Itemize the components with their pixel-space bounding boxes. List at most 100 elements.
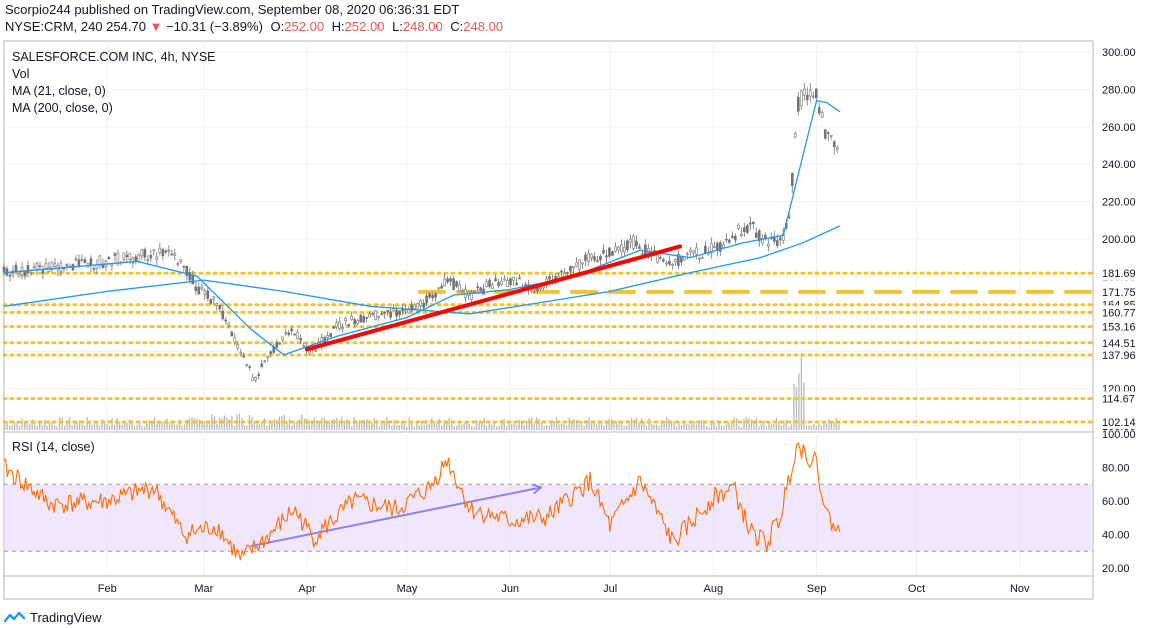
volume-bar (783, 420, 785, 430)
volume-bar (605, 423, 608, 430)
candle-body (560, 270, 563, 273)
candle-body (814, 88, 818, 99)
candle-body (701, 257, 704, 259)
volume-bar (823, 422, 825, 430)
legend-ma200[interactable]: MA (200, close, 0) (12, 101, 113, 115)
candle-body (134, 256, 138, 261)
volume-bar (648, 418, 650, 430)
legend-rsi[interactable]: RSI (14, close) (12, 440, 95, 454)
volume-bar (353, 417, 355, 430)
volume-bar (483, 417, 485, 430)
volume-bar (523, 424, 525, 430)
volume-bar (675, 426, 678, 430)
volume-bar (361, 423, 363, 430)
candle-body (458, 284, 461, 292)
candle-body (329, 333, 333, 337)
rsi-tick-label: 60.00 (1102, 496, 1130, 508)
candle-body (131, 257, 135, 264)
volume-bar (536, 417, 538, 430)
volume-bar (633, 419, 635, 430)
volume-bar (655, 424, 658, 430)
candle-body (203, 290, 207, 295)
volume-bar (588, 417, 590, 430)
volume-bar (788, 426, 790, 430)
volume-bar (550, 419, 553, 430)
candle-body (671, 263, 674, 266)
volume-bar (703, 422, 705, 430)
volume-bar (685, 423, 688, 430)
candle-body (509, 278, 512, 286)
candle-body (248, 366, 252, 369)
volume-bar (546, 424, 548, 430)
volume-bar (411, 421, 413, 430)
volume-bar (568, 417, 570, 430)
candle-body (440, 285, 443, 289)
volume-bar (730, 420, 733, 430)
volume-bar (413, 426, 415, 430)
volume-bar (281, 416, 283, 430)
volume-bar (436, 423, 438, 430)
volume-bar (838, 420, 840, 430)
volume-bar (101, 419, 103, 430)
volume-bar (466, 421, 468, 430)
volume-bar (293, 422, 296, 430)
volume-bar (541, 422, 543, 430)
volume-bar (528, 418, 530, 430)
volume-bar (133, 425, 136, 430)
volume-bar (386, 417, 388, 430)
candle-body (793, 133, 797, 138)
volume-bar (773, 424, 775, 430)
volume-bar (333, 419, 335, 430)
candle-body (125, 254, 129, 258)
legend-vol[interactable]: Vol (12, 67, 30, 81)
candle-body (128, 252, 132, 260)
candle-body (593, 256, 596, 261)
candle-body (101, 264, 105, 268)
candle-body (74, 258, 78, 261)
volume-bar (645, 426, 648, 430)
volume-bar (266, 425, 268, 430)
volume-bar (11, 424, 13, 430)
candle-body (239, 352, 243, 355)
candle-body (578, 259, 581, 271)
volume-bar (83, 425, 86, 430)
volume-bar (381, 423, 383, 430)
candle-body (161, 249, 165, 257)
volume-bar (770, 423, 773, 430)
candle-body (491, 284, 494, 289)
volume-bar (658, 426, 660, 430)
x-tick-label: Jul (603, 583, 617, 595)
volume-bar (740, 426, 743, 430)
volume-bar (416, 423, 418, 430)
volume-bar (178, 419, 181, 430)
candle-body (365, 317, 368, 319)
down-arrow-icon: ▼ (149, 19, 163, 34)
legend-ma21[interactable]: MA (21, close, 0) (12, 84, 106, 98)
volume-bar (461, 424, 463, 430)
volume-bar (228, 419, 231, 430)
candle-body (817, 107, 821, 114)
candle-body (65, 264, 69, 266)
volume-bar (63, 425, 66, 430)
candle-body (752, 221, 755, 225)
volume-bar (486, 425, 488, 430)
y-tick-label: 260.00 (1102, 122, 1136, 134)
volume-bar (640, 418, 643, 430)
volume-bar (498, 425, 500, 430)
volume-bar (468, 423, 470, 430)
volume-bar (31, 419, 33, 430)
volume-bar (296, 421, 298, 430)
volume-bar (488, 422, 490, 430)
volume-bar (223, 415, 226, 430)
candle-body (587, 253, 590, 263)
axes: FebMarAprMayJunJulAugSepOctNov100.00120.… (98, 47, 1142, 595)
rsi-pane (3, 441, 1093, 561)
volume-bar (38, 422, 41, 430)
volume-bar (86, 417, 88, 430)
candle-body (802, 88, 806, 96)
candle-body (437, 287, 440, 290)
volume-bar (526, 420, 528, 430)
volume-bar (206, 420, 208, 430)
candle-body (215, 303, 219, 306)
